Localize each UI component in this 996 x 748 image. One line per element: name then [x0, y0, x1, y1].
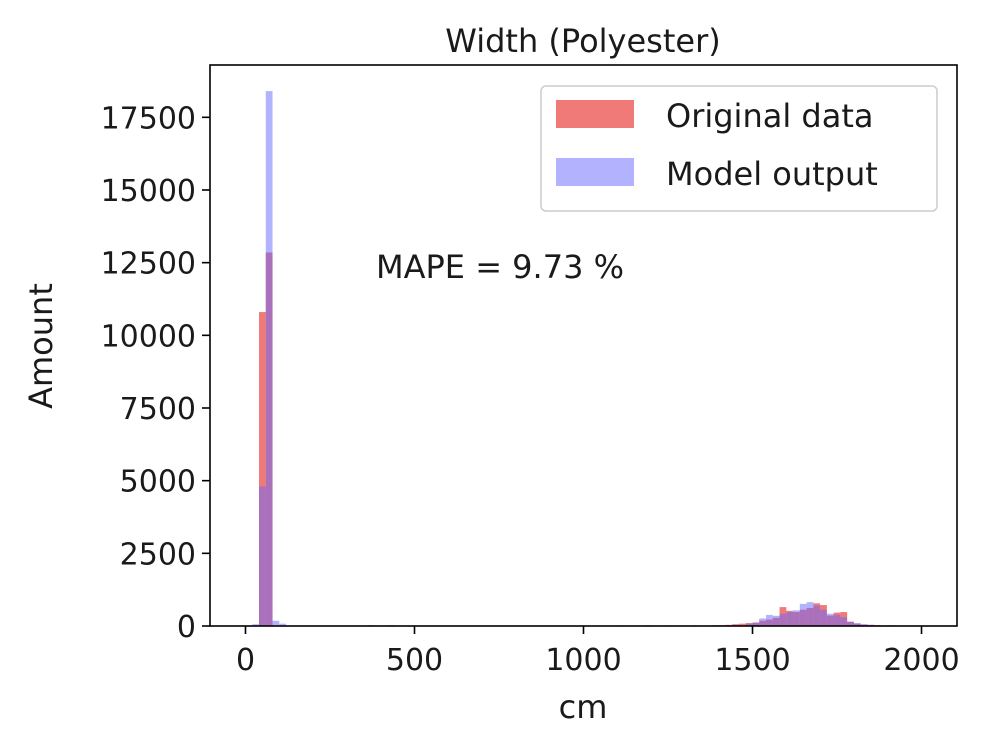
x-tick-label: 0 [236, 643, 255, 678]
legend-label-series-2: Model output [666, 155, 878, 193]
histogram-bar-series-2 [745, 623, 753, 626]
histogram-bar-series-2 [847, 621, 854, 626]
histogram-bar-series-2 [806, 602, 814, 626]
legend-label-series-1: Original data [666, 97, 873, 135]
histogram-bar-series-2 [793, 610, 800, 626]
y-tick-label: 5000 [120, 465, 196, 500]
histogram-bar-series-2 [860, 624, 868, 626]
legend-swatch-series-1 [556, 100, 634, 128]
histogram-bar-series-2 [853, 623, 861, 626]
mape-annotation: MAPE = 9.73 % [376, 248, 624, 286]
histogram-bar-series-2 [272, 620, 280, 626]
histogram-bar-series-1 [259, 312, 266, 626]
y-axis-label: Amount [22, 283, 60, 409]
histogram-bar-series-2 [840, 617, 848, 626]
histogram-bar-series-2 [752, 622, 760, 626]
legend: Original data Model output [540, 85, 938, 212]
x-tick-label: 2000 [883, 643, 959, 678]
histogram-bar-series-2 [265, 91, 273, 626]
y-tick-label: 10000 [101, 319, 196, 354]
histogram-bar-series-2 [279, 623, 287, 626]
histogram-bar-series-2 [759, 618, 767, 626]
x-axis: 0 500 1000 1500 2000 [236, 626, 960, 678]
chart-title: Width (Polyester) [445, 22, 720, 60]
y-tick-label: 7500 [120, 392, 196, 427]
y-tick-label: 17500 [101, 101, 196, 136]
y-tick-label: 15000 [101, 174, 196, 209]
legend-box [540, 85, 938, 212]
histogram-bar-series-2 [779, 613, 787, 626]
x-tick-label: 1000 [545, 643, 621, 678]
y-axis: 0 2500 5000 7500 10000 12500 15000 17500 [101, 101, 210, 645]
histogram-bar-series-2 [786, 612, 794, 626]
histogram-bar-series-2 [826, 613, 834, 626]
x-axis-label: cm [559, 688, 608, 726]
x-tick-label: 500 [386, 643, 443, 678]
y-tick-label: 12500 [101, 247, 196, 282]
y-tick-label: 2500 [120, 537, 196, 572]
histogram-bar-series-2 [772, 615, 780, 626]
y-tick-label: 0 [177, 610, 196, 645]
histogram-bar-series-1 [738, 623, 746, 626]
histogram-bar-series-2 [259, 486, 266, 626]
histogram-bar-series-2 [833, 614, 841, 626]
histogram-bar-series-2 [799, 603, 807, 626]
histogram-bar-series-2 [252, 624, 260, 626]
histogram-bar-series-2 [813, 605, 821, 626]
histogram-bar-series-2 [820, 609, 827, 626]
x-tick-label: 1500 [714, 643, 790, 678]
legend-swatch-series-2 [556, 158, 634, 186]
histogram-bar-series-2 [766, 614, 773, 626]
